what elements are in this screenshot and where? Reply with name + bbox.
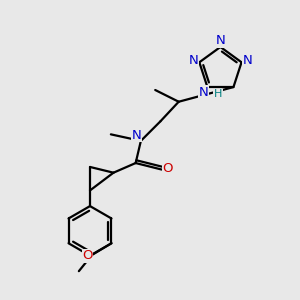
Text: O: O	[162, 162, 173, 175]
Text: N: N	[243, 54, 253, 67]
Text: N: N	[199, 86, 208, 99]
Text: N: N	[131, 129, 141, 142]
Text: O: O	[82, 249, 93, 262]
Text: H: H	[214, 89, 222, 99]
Text: N: N	[188, 54, 198, 67]
Text: N: N	[216, 34, 225, 47]
